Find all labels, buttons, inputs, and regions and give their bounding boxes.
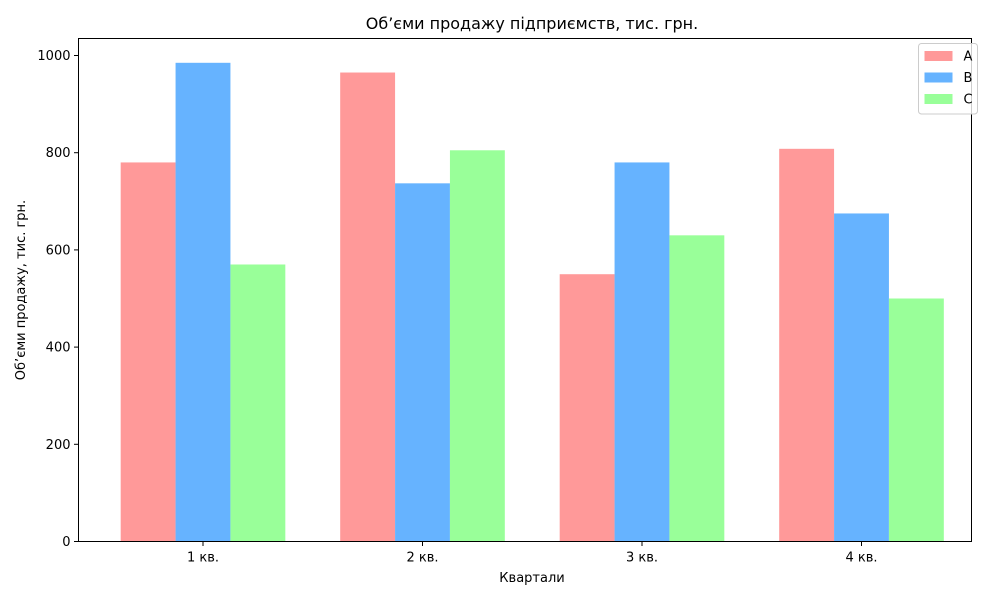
y-tick-label: 400 bbox=[46, 341, 71, 356]
bar-A-4 bbox=[779, 148, 835, 542]
bar-B-4 bbox=[834, 213, 889, 542]
bar-C-3 bbox=[669, 235, 725, 542]
bar-C-1 bbox=[230, 264, 286, 542]
bar-B-1 bbox=[175, 62, 231, 542]
x-tick-label: 4 кв. bbox=[845, 551, 877, 566]
bar-A-2 bbox=[340, 72, 396, 542]
x-tick-label: 2 кв. bbox=[406, 551, 438, 566]
bars-layer bbox=[120, 62, 944, 542]
x-axis: 1 кв. 2 кв. 3 кв. 4 кв. bbox=[187, 541, 878, 566]
x-tick-label: 3 кв. bbox=[626, 551, 658, 566]
legend-swatch-A bbox=[924, 51, 953, 61]
y-tick-label: 1000 bbox=[37, 49, 70, 64]
y-tick-label: 0 bbox=[62, 535, 70, 550]
y-tick-label: 200 bbox=[46, 438, 71, 453]
legend-swatch-C bbox=[924, 94, 953, 104]
bar-B-2 bbox=[395, 183, 450, 542]
x-axis-title: Квартали bbox=[499, 571, 564, 586]
bar-B-3 bbox=[614, 162, 670, 542]
bar-C-2 bbox=[449, 150, 505, 542]
plot-area-frame bbox=[78, 38, 972, 542]
x-tick-label: 1 кв. bbox=[187, 551, 219, 566]
legend-label-C: C bbox=[964, 93, 973, 108]
legend-swatch-B bbox=[924, 72, 953, 83]
bar-A-1 bbox=[120, 162, 176, 542]
chart-title: Об’єми продажу підприємств, тис. грн. bbox=[366, 14, 698, 33]
y-tick-label: 600 bbox=[46, 243, 71, 258]
y-tick-label: 800 bbox=[46, 146, 71, 161]
legend-label-A: A bbox=[964, 50, 973, 65]
y-axis-title: Об’єми продажу, тис. грн. bbox=[14, 200, 29, 380]
legend: ABC bbox=[918, 43, 978, 115]
bar-C-4 bbox=[888, 298, 944, 542]
legend-label-B: B bbox=[964, 71, 973, 86]
y-axis: 0 200 400 600 800 1000 bbox=[37, 49, 79, 550]
bar-A-3 bbox=[559, 274, 615, 542]
